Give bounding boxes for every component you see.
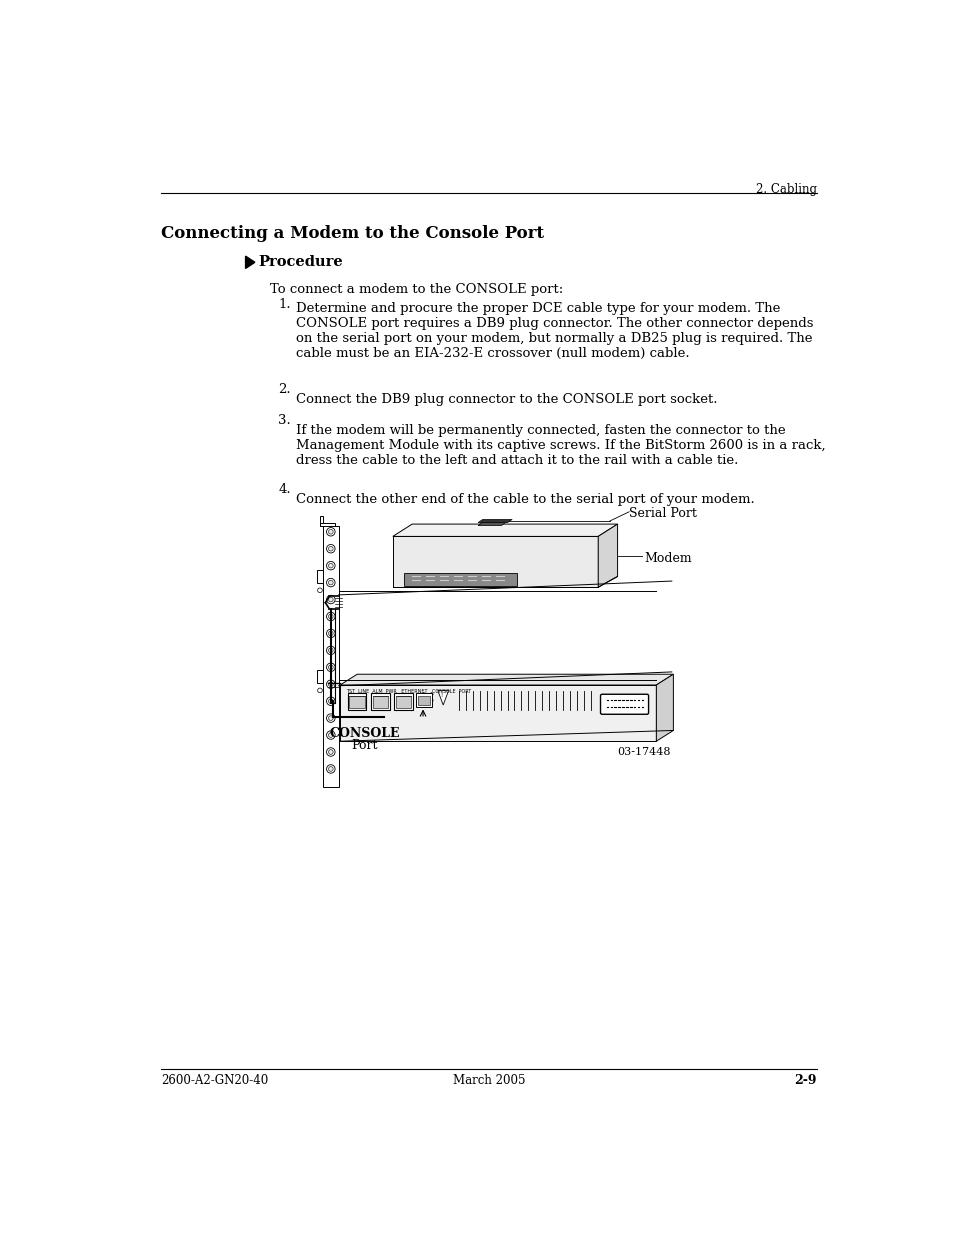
Circle shape bbox=[328, 665, 333, 670]
Text: 03-17448: 03-17448 bbox=[617, 747, 670, 756]
Bar bbox=[323, 525, 338, 787]
Bar bbox=[394, 692, 413, 709]
Text: 2.: 2. bbox=[278, 383, 291, 397]
Text: !: ! bbox=[440, 693, 442, 698]
Text: Determine and procure the proper DCE cable type for your modem. The
CONSOLE port: Determine and procure the proper DCE cab… bbox=[295, 303, 813, 361]
Text: Serial Port: Serial Port bbox=[629, 507, 697, 520]
Circle shape bbox=[326, 612, 335, 620]
Text: Port: Port bbox=[352, 739, 377, 751]
Circle shape bbox=[326, 765, 335, 774]
Bar bbox=[316, 670, 323, 684]
Polygon shape bbox=[393, 536, 598, 587]
Polygon shape bbox=[437, 691, 448, 705]
Bar bbox=[348, 692, 366, 709]
Circle shape bbox=[328, 733, 333, 738]
Text: 2-9: 2-9 bbox=[794, 1074, 816, 1086]
Circle shape bbox=[328, 614, 333, 619]
Bar bbox=[371, 692, 390, 709]
Bar bbox=[417, 696, 430, 705]
Circle shape bbox=[328, 632, 333, 635]
Circle shape bbox=[326, 662, 335, 671]
Circle shape bbox=[326, 697, 335, 706]
Circle shape bbox=[328, 648, 333, 653]
Circle shape bbox=[326, 629, 335, 638]
Circle shape bbox=[328, 698, 333, 703]
Circle shape bbox=[328, 766, 333, 771]
Bar bbox=[395, 696, 411, 708]
Text: 4.: 4. bbox=[278, 483, 291, 497]
Circle shape bbox=[326, 714, 335, 722]
Circle shape bbox=[328, 597, 333, 602]
Circle shape bbox=[326, 545, 335, 552]
Circle shape bbox=[328, 750, 333, 754]
Circle shape bbox=[326, 596, 335, 603]
Polygon shape bbox=[340, 674, 673, 685]
Text: To connect a modem to the CONSOLE port:: To connect a modem to the CONSOLE port: bbox=[270, 283, 563, 297]
Circle shape bbox=[317, 688, 322, 692]
Circle shape bbox=[326, 561, 335, 570]
Text: 2. Cabling: 2. Cabling bbox=[755, 183, 816, 197]
Circle shape bbox=[422, 698, 425, 702]
Circle shape bbox=[326, 680, 335, 688]
Circle shape bbox=[328, 546, 333, 551]
Text: Connect the DB9 plug connector to the CONSOLE port socket.: Connect the DB9 plug connector to the CO… bbox=[295, 393, 717, 407]
Circle shape bbox=[326, 730, 335, 739]
Circle shape bbox=[328, 580, 333, 585]
Bar bbox=[319, 523, 335, 525]
Text: TST  LINE  ALM  PWR   ETHERNET   CONSOLE  PORT: TST LINE ALM PWR ETHERNET CONSOLE PORT bbox=[346, 688, 471, 693]
Bar bbox=[319, 517, 323, 525]
Text: 1.: 1. bbox=[278, 298, 291, 311]
Polygon shape bbox=[477, 519, 512, 523]
Polygon shape bbox=[340, 685, 656, 742]
Circle shape bbox=[326, 528, 335, 536]
Circle shape bbox=[430, 698, 433, 702]
Polygon shape bbox=[380, 709, 410, 726]
Circle shape bbox=[430, 692, 433, 696]
Circle shape bbox=[328, 716, 333, 721]
Polygon shape bbox=[598, 524, 617, 587]
Polygon shape bbox=[245, 256, 254, 268]
Circle shape bbox=[328, 682, 333, 686]
Bar bbox=[416, 692, 431, 707]
FancyBboxPatch shape bbox=[599, 695, 648, 714]
Text: Modem: Modem bbox=[643, 551, 691, 565]
Bar bbox=[316, 570, 323, 583]
Polygon shape bbox=[404, 574, 517, 586]
Circle shape bbox=[422, 692, 425, 696]
Bar bbox=[349, 696, 365, 708]
Circle shape bbox=[328, 529, 333, 534]
Bar bbox=[385, 713, 405, 722]
Text: Connecting a Modem to the Console Port: Connecting a Modem to the Console Port bbox=[161, 225, 543, 242]
Text: Connect the other end of the cable to the serial port of your modem.: Connect the other end of the cable to th… bbox=[295, 493, 754, 507]
Circle shape bbox=[326, 748, 335, 756]
Text: If the modem will be permanently connected, fasten the connector to the
Manageme: If the modem will be permanently connect… bbox=[295, 424, 824, 467]
Text: 3.: 3. bbox=[278, 414, 291, 426]
Polygon shape bbox=[656, 674, 673, 742]
Circle shape bbox=[328, 564, 333, 569]
Text: Procedure: Procedure bbox=[258, 255, 343, 268]
Polygon shape bbox=[477, 522, 507, 525]
Circle shape bbox=[317, 588, 322, 592]
Text: March 2005: March 2005 bbox=[453, 1074, 524, 1086]
Circle shape bbox=[326, 646, 335, 655]
Circle shape bbox=[326, 578, 335, 587]
Text: 2600-A2-GN20-40: 2600-A2-GN20-40 bbox=[161, 1074, 268, 1086]
Polygon shape bbox=[393, 524, 617, 536]
Bar bbox=[373, 696, 388, 708]
Text: CONSOLE: CONSOLE bbox=[330, 727, 399, 740]
